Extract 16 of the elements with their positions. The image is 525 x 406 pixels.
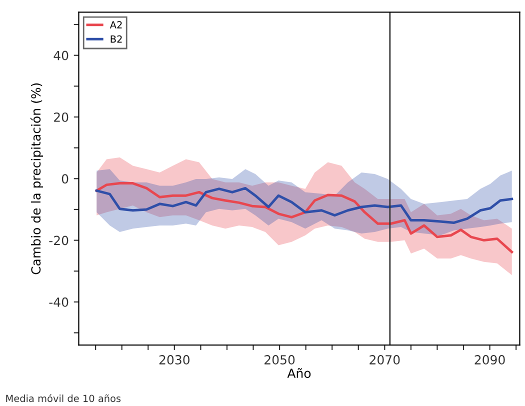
y-tick-label: -20: [49, 236, 68, 246]
x-axis-title: Año: [287, 368, 311, 378]
y-tick-label: 20: [54, 112, 68, 122]
y-tick-label: -40: [49, 297, 68, 307]
text: Media móvil de 10 años: [6, 394, 121, 402]
line-series: [95, 182, 514, 254]
y-tick-label: 0: [62, 174, 68, 184]
x-tick-label: 2050: [264, 355, 295, 364]
x-tick-label: 2090: [474, 355, 505, 364]
legend-label: B2: [110, 35, 122, 43]
legend-label: A2: [110, 21, 122, 28]
y-tick-label: 40: [54, 50, 68, 60]
y-axis-title: Cambio de la precipitación (%): [30, 83, 44, 274]
x-tick-label: 2030: [159, 355, 190, 364]
x-tick-label: 2070: [370, 355, 400, 364]
line-series: [95, 186, 514, 224]
